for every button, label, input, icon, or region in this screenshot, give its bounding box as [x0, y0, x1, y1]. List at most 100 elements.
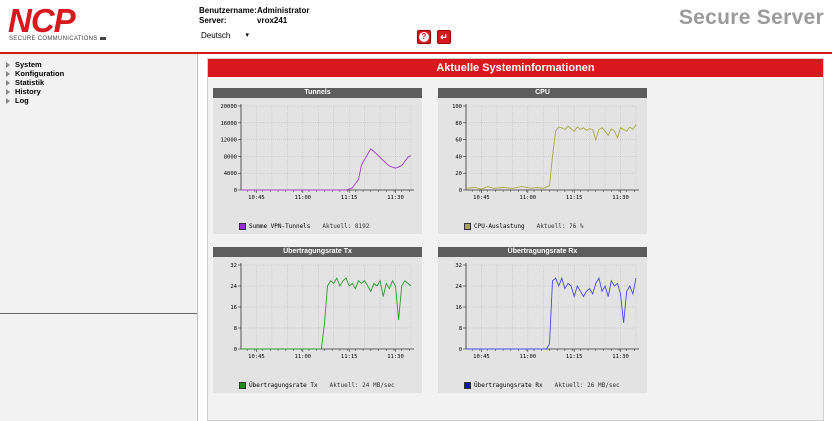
legend-current-value: Aktuell: 8192	[322, 223, 370, 230]
language-select[interactable]: Deutsch ▾	[199, 29, 251, 41]
page-title: Aktuelle Systeminformationen	[208, 59, 823, 77]
legend-current-value: Aktuell: 24 MB/sec	[329, 382, 395, 389]
arrow-right-icon	[6, 70, 10, 77]
plot-area	[466, 106, 636, 190]
server-label: Server:	[199, 16, 227, 25]
legend-current-value: Aktuell: 26 MB/sec	[554, 382, 620, 389]
y-tick-label: 24	[230, 284, 237, 290]
y-tick-label: 16	[455, 305, 462, 311]
server-row: Server: vrox241	[199, 16, 309, 26]
y-tick-label: 0	[459, 347, 462, 353]
x-tick-label: 11:00	[520, 354, 537, 360]
legend-swatch	[239, 382, 246, 389]
sidebar-item-log[interactable]: Log	[6, 96, 64, 105]
logo-text: NCP	[8, 2, 76, 39]
chart-legend: Übertragungsrate Tx Aktuell: 24 MB/sec	[239, 382, 395, 389]
sidebar-item-label: Log	[15, 96, 29, 105]
legend-swatch	[464, 223, 471, 230]
user-info: Benutzername: Administrator Server: vrox…	[199, 6, 309, 26]
y-tick-label: 16	[230, 305, 237, 311]
sidebar-item-label: System	[15, 60, 42, 69]
main-content: Aktuelle Systeminformationen Tunnels 0 40…	[199, 54, 832, 421]
content-box: Aktuelle Systeminformationen Tunnels 0 40…	[207, 58, 824, 421]
cpu-chart: 0 20 40 60 80 100 10:45 11:00 11:15 11:30	[452, 104, 639, 201]
x-tick-label: 11:30	[387, 354, 404, 360]
arrow-right-icon	[6, 88, 10, 95]
y-tick-label: 20000	[220, 104, 237, 110]
y-tick-label: 40	[455, 154, 462, 160]
x-tick-label: 11:00	[295, 354, 312, 360]
y-tick-label: 8	[459, 326, 462, 332]
server-value: vrox241	[257, 16, 288, 25]
chart-legend: Summe VPN-Tunnels Aktuell: 8192	[239, 223, 369, 230]
header: NCP SECURE COMMUNICATIONS Benutzername: …	[0, 0, 832, 52]
sidebar-item-system[interactable]: System	[6, 60, 64, 69]
y-tick-label: 8000	[224, 154, 237, 160]
series-line	[241, 277, 412, 350]
sidebar-item-label: Statistik	[15, 78, 45, 87]
sidebar: System Konfiguration Statistik History L…	[0, 54, 198, 421]
x-tick-label: 11:00	[295, 195, 312, 201]
chart-panel-rx: Übertragungsrate Rx 0 8 16 24 32 10:45 11:00 11…	[438, 247, 647, 393]
y-tick-label: 100	[452, 104, 462, 110]
chart-title: Tunnels	[213, 88, 422, 98]
chart-panel-cpu: CPU 0 20 40 60 80 100 10:45 11:00 11:15 11:30 CPU…	[438, 88, 647, 234]
sidebar-item-konfiguration[interactable]: Konfiguration	[6, 69, 64, 78]
x-tick-label: 11:15	[341, 195, 358, 201]
sidebar-item-label: Konfiguration	[15, 69, 65, 78]
chart-panel-tx: Übertragungsrate Tx 0 8 16 24 32 10:45 11:00 11…	[213, 247, 422, 393]
header-divider	[0, 52, 832, 54]
chart-title: Übertragungsrate Tx	[213, 247, 422, 257]
chart-legend: CPU-Auslastung Aktuell: 76 %	[464, 223, 584, 230]
x-tick-label: 11:30	[612, 195, 629, 201]
sidebar-menu: System Konfiguration Statistik History L…	[6, 60, 64, 105]
y-tick-label: 16000	[220, 121, 237, 127]
plot-area	[241, 106, 411, 190]
logo-subtitle-text: SECURE COMMUNICATIONS	[9, 36, 98, 42]
username-value: Administrator	[257, 6, 310, 15]
x-tick-label: 11:15	[566, 195, 583, 201]
sidebar-item-statistik[interactable]: Statistik	[6, 78, 64, 87]
sidebar-separator	[0, 313, 197, 314]
legend-label: Übertragungsrate Rx	[474, 382, 543, 389]
chart-title: Übertragungsrate Rx	[438, 247, 647, 257]
language-selected: Deutsch	[201, 30, 231, 40]
legend-label: Summe VPN-Tunnels	[249, 223, 311, 230]
x-tick-label: 10:45	[473, 195, 490, 201]
series-line	[466, 276, 637, 350]
series-line	[241, 148, 412, 191]
x-tick-label: 11:00	[520, 195, 537, 201]
username-row: Benutzername: Administrator	[199, 6, 309, 16]
arrow-right-icon	[6, 79, 10, 86]
legend-label: Übertragungsrate Tx	[249, 382, 318, 389]
legend-label: CPU-Auslastung	[474, 223, 525, 230]
tunnels-chart: 0 4000 8000 12000 16000 20000 10:45 11:00 11:15 1…	[220, 104, 414, 201]
x-tick-label: 11:15	[341, 354, 358, 360]
username-label: Benutzername:	[199, 6, 257, 15]
logo-subtitle: SECURE COMMUNICATIONS	[9, 36, 106, 42]
ncp-logo[interactable]: NCP SECURE COMMUNICATIONS	[8, 2, 108, 44]
x-tick-label: 10:45	[473, 354, 490, 360]
x-tick-label: 11:15	[566, 354, 583, 360]
y-tick-label: 4000	[224, 171, 237, 177]
x-tick-label: 11:30	[612, 354, 629, 360]
sidebar-item-history[interactable]: History	[6, 87, 64, 96]
y-tick-label: 80	[455, 121, 462, 127]
chart-legend: Übertragungsrate Rx Aktuell: 26 MB/sec	[464, 382, 620, 389]
tx-chart: 0 8 16 24 32 10:45 11:00 11:15 11:30	[230, 263, 414, 360]
help-icon[interactable]: ?	[417, 30, 431, 44]
y-tick-label: 60	[455, 138, 462, 144]
y-tick-label: 8	[234, 326, 237, 332]
series-line	[465, 124, 637, 190]
x-tick-label: 11:30	[387, 195, 404, 201]
logo-bar	[99, 36, 106, 40]
y-tick-label: 0	[234, 188, 237, 194]
y-tick-label: 0	[234, 347, 237, 353]
logout-icon[interactable]: ↵	[437, 30, 451, 44]
y-tick-label: 32	[455, 263, 462, 269]
rx-chart: 0 8 16 24 32 10:45 11:00 11:15 11:30	[455, 263, 639, 360]
sidebar-item-label: History	[15, 87, 41, 96]
arrow-right-icon	[6, 61, 10, 68]
chart-panel-tunnels: Tunnels 0 4000 8000 12000 16000 20000 10:45 11:…	[213, 88, 422, 234]
y-tick-label: 12000	[220, 138, 237, 144]
